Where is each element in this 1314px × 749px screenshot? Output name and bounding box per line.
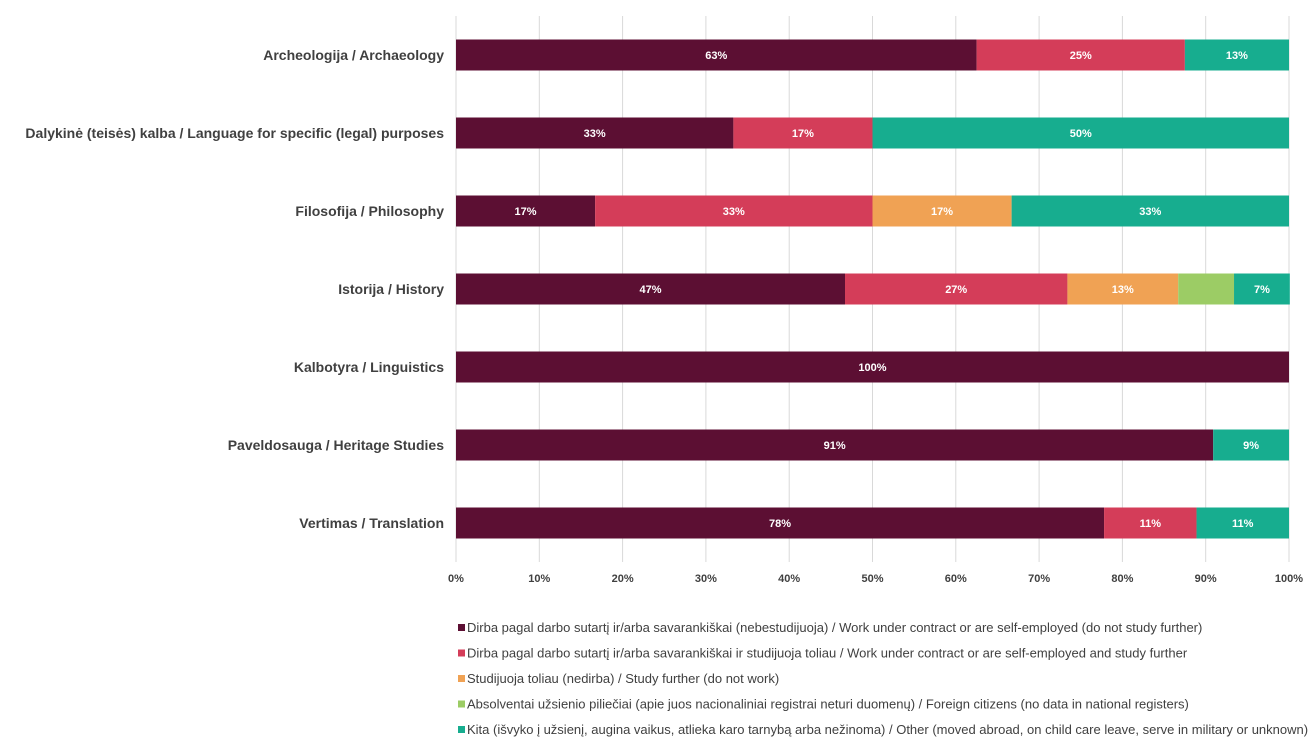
data-label: 17% <box>792 128 814 140</box>
data-label: 7% <box>1254 284 1270 296</box>
x-tick-label: 70% <box>1028 573 1050 585</box>
data-label: 11% <box>1140 518 1162 530</box>
stacked-bar-chart: 63% 25% 13% 33% 17% 50% 17% 33% 17% 33% 47% 27% 13% 7… <box>0 0 1314 749</box>
legend-swatch <box>458 726 465 733</box>
category-label: Filosofija / Philosophy <box>295 203 444 219</box>
x-tick-label: 20% <box>612 573 634 585</box>
legend-item-label: Studijuoja toliau (nedirba) / Study furt… <box>467 671 779 686</box>
legend-swatch <box>458 675 465 682</box>
data-label: 50% <box>1070 128 1092 140</box>
legend-swatch <box>458 701 465 708</box>
category-label: Paveldosauga / Heritage Studies <box>228 437 445 453</box>
legend-item-label: Absolventai užsienio piliečiai (apie juo… <box>467 697 1189 712</box>
category-label: Archeologija / Archaeology <box>263 47 444 63</box>
x-tick-label: 100% <box>1275 573 1303 585</box>
data-label: 78% <box>769 518 791 530</box>
x-tick-label: 90% <box>1195 573 1217 585</box>
category-label: Dalykinė (teisės) kalba / Language for s… <box>25 125 444 141</box>
x-tick-label: 10% <box>528 573 550 585</box>
legend-item-label: Dirba pagal darbo sutartį ir/arba savara… <box>467 620 1202 635</box>
data-label: 9% <box>1243 440 1259 452</box>
data-label: 33% <box>584 128 606 140</box>
legend-swatch <box>458 650 465 657</box>
data-label: 25% <box>1070 50 1092 62</box>
category-label: Istorija / History <box>338 281 444 297</box>
data-label: 47% <box>639 284 661 296</box>
category-labels: Archeologija / Archaeology Dalykinė (teis… <box>25 47 444 531</box>
data-label: 11% <box>1232 518 1254 530</box>
legend: Dirba pagal darbo sutartį ir/arba savara… <box>458 620 1308 737</box>
x-tick-label: 40% <box>778 573 800 585</box>
data-label: 33% <box>723 206 745 218</box>
x-tick-label: 60% <box>945 573 967 585</box>
x-tick-label: 30% <box>695 573 717 585</box>
x-tick-label: 80% <box>1111 573 1133 585</box>
x-tick-label: 0% <box>448 573 464 585</box>
x-axis-ticks: 0% 10% 20% 30% 40% 50% 60% 70% 80% 90% 100% <box>448 573 1303 585</box>
data-label: 17% <box>515 206 537 218</box>
category-label: Vertimas / Translation <box>299 515 444 531</box>
data-label: 17% <box>931 206 953 218</box>
legend-item-label: Dirba pagal darbo sutartį ir/arba savara… <box>467 646 1188 661</box>
data-label: 13% <box>1112 284 1134 296</box>
data-label: 100% <box>858 362 886 374</box>
legend-swatch <box>458 624 465 631</box>
data-label: 27% <box>945 284 967 296</box>
category-label: Kalbotyra / Linguistics <box>294 359 444 375</box>
data-label: 63% <box>705 50 727 62</box>
bar-segment <box>1178 274 1234 305</box>
x-tick-label: 50% <box>861 573 883 585</box>
data-label: 33% <box>1139 206 1161 218</box>
data-label: 13% <box>1226 50 1248 62</box>
legend-item-label: Kita (išvyko į užsienį, augina vaikus, a… <box>467 722 1308 737</box>
data-label: 91% <box>824 440 846 452</box>
